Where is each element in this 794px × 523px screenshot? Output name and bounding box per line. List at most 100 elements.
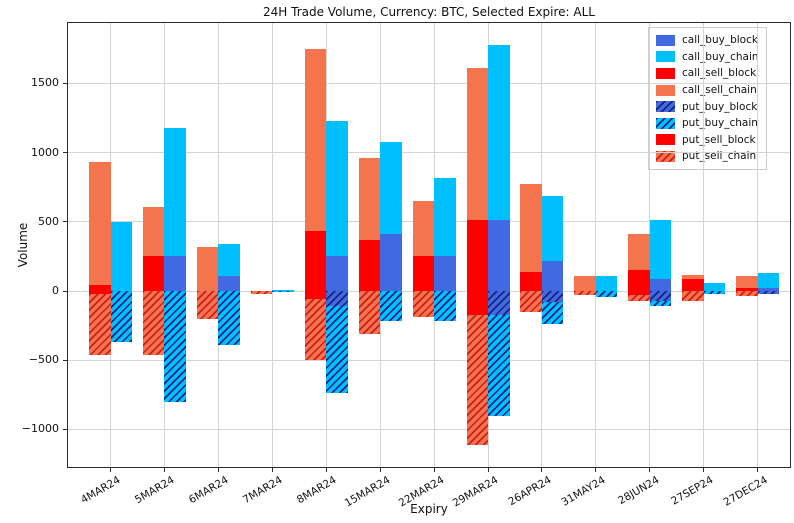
bar-15MAR24-call_buy_chain [380,141,402,235]
bar-7MAR24-call_buy_chain [272,289,294,291]
bar-27SEP24-call_sell_chain [682,275,704,279]
y-tick-label: −1000 [21,422,59,436]
bar-4MAR24-put_sell_chain [89,294,111,355]
bar-28JUN24-put_buy_chain [649,300,672,306]
gridline-vertical [703,22,705,468]
y-tick-label: 500 [38,214,59,228]
bar-27SEP24-put_sell_chain [682,291,704,301]
bar-8MAR24-call_buy_block [326,256,348,291]
x-tick-mark [757,468,759,472]
chart-title: 24H Trade Volume, Currency: BTC, Selecte… [263,5,595,19]
bar-26APR24-call_sell_chain [520,184,542,272]
legend-label-call_sell_chain: call_sell_chain [682,84,757,97]
y-tick-mark [63,152,67,154]
bar-7MAR24-put_sell_chain [250,291,273,295]
bar-8MAR24-put_buy_chain [326,306,348,394]
gridline-horizontal [67,428,791,430]
bar-6MAR24-put_buy_chain [218,291,240,345]
y-tick-mark [63,359,67,361]
bar-29MAR24-put_sell_chain [466,314,488,445]
y-tick-label: 1000 [31,145,59,159]
bar-31MAY24-call_sell_chain [574,275,596,291]
bar-29MAR24-call_sell_block [466,220,488,291]
bar-8MAR24-call_sell_chain [304,48,327,232]
gridline-vertical [595,22,597,468]
legend-swatch-put_buy_block [656,101,675,113]
bar-27SEP24-put_buy_chain [703,291,726,295]
bar-29MAR24-call_buy_block [488,220,510,291]
y-tick-label: −500 [28,353,59,367]
x-tick-mark [163,468,165,472]
bar-29MAR24-put_buy_chain [488,314,510,416]
legend-swatch-put_sell_block [656,134,675,146]
bar-5MAR24-put_sell_chain [142,291,165,355]
legend-swatch-call_sell_block [656,67,675,79]
bar-28JUN24-put_sell_chain [628,295,650,302]
bar-22MAR24-put_sell_chain [412,291,435,318]
bar-4MAR24-call_sell_chain [89,162,111,286]
legend: call_buy_block call_buy_chain call_sell_bl… [648,27,767,170]
bar-31MAY24-put_buy_chain [595,291,618,297]
bar-7MAR24-put_buy_chain [272,291,294,293]
legend-item-call_sell_chain: call_sell_chain [656,82,759,99]
gridline-horizontal [67,82,791,84]
legend-label-put_sell_chain: put_sell_chain [682,150,757,163]
x-tick-mark [433,468,435,472]
y-tick-mark [63,82,67,84]
bar-31MAY24-put_sell_chain [574,291,596,296]
bar-4MAR24-call_buy_chain [110,221,132,291]
bar-22MAR24-call_buy_chain [434,177,456,257]
bar-8MAR24-put_sell_block [304,291,327,299]
x-tick-mark [541,468,543,472]
bar-15MAR24-put_buy_chain [380,291,402,322]
y-tick-mark [63,428,67,430]
legend-label-call_buy_block: call_buy_block [682,34,758,47]
x-tick-mark [379,468,381,472]
bar-15MAR24-put_sell_chain [358,291,381,334]
legend-label-put_sell_block: put_sell_block [682,133,756,146]
bar-27DEC24-call_buy_chain [757,273,780,288]
bar-28JUN24-call_sell_chain [628,234,650,270]
y-tick-mark [63,221,67,223]
gridline-horizontal [67,152,791,154]
bar-4MAR24-put_sell_block [89,291,111,295]
legend-item-put_sell_block: put_sell_block [656,132,759,149]
bar-6MAR24-call_buy_chain [218,243,240,276]
bar-6MAR24-call_sell_chain [196,246,219,291]
legend-item-put_sell_chain: put_sell_chain [656,148,759,165]
gridline-horizontal [67,359,791,361]
gridline-vertical [757,22,759,468]
legend-swatch-put_buy_chain [656,117,675,129]
bar-5MAR24-call_sell_block [142,256,165,291]
bar-29MAR24-call_sell_chain [466,68,488,221]
bar-4MAR24-call_sell_block [89,285,111,291]
x-tick-mark [703,468,705,472]
x-axis-label: Expiry [410,502,448,516]
bar-6MAR24-put_sell_chain [196,291,219,319]
x-tick-mark [649,468,651,472]
x-tick-mark [487,468,489,472]
x-tick-mark [595,468,597,472]
legend-label-put_buy_chain: put_buy_chain [682,117,758,130]
bar-26APR24-put_buy_block [541,291,564,303]
bar-5MAR24-put_buy_chain [164,291,186,402]
bar-28JUN24-put_buy_block [649,291,672,301]
bar-31MAY24-call_buy_chain [595,276,618,291]
bar-15MAR24-call_buy_block [380,234,402,291]
bar-26APR24-put_sell_chain [520,291,542,312]
bar-26APR24-call_buy_block [541,260,564,291]
bar-29MAR24-put_sell_block [466,291,488,315]
bar-22MAR24-call_sell_chain [412,201,435,257]
bar-27DEC24-call_sell_block [736,288,758,291]
bar-5MAR24-call_sell_chain [142,206,165,257]
bar-22MAR24-put_buy_chain [434,291,456,321]
bar-5MAR24-call_buy_chain [164,127,186,257]
legend-label-call_sell_block: call_sell_block [682,67,757,80]
legend-label-put_buy_block: put_buy_block [682,100,758,113]
legend-item-put_buy_block: put_buy_block [656,98,759,115]
bar-26APR24-put_buy_chain [541,302,564,325]
bar-8MAR24-put_buy_block [326,291,348,307]
legend-swatch-call_sell_chain [656,84,675,96]
bar-8MAR24-call_sell_block [304,231,327,291]
